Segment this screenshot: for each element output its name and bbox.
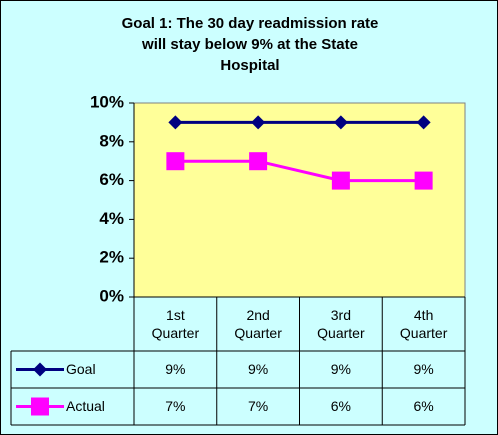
y-tick-label: 8% — [99, 131, 124, 150]
data-point — [333, 115, 348, 130]
data-point — [414, 171, 433, 190]
series-line — [175, 159, 424, 183]
x-tick-label: 2nd Quarter — [234, 307, 282, 341]
y-tick-label: 2% — [99, 248, 124, 267]
data-point — [251, 115, 266, 130]
y-tick-label: 6% — [99, 170, 124, 189]
chart-title: will stay below 9% at the State — [141, 36, 358, 53]
data-label: 9% — [248, 361, 268, 377]
data-label: 7% — [165, 398, 185, 414]
data-label: 9% — [165, 361, 185, 377]
data-point — [249, 152, 268, 171]
data-label: 6% — [331, 398, 351, 414]
data-label: 7% — [248, 398, 268, 414]
legend-marker — [33, 362, 47, 377]
x-tick-label: 4th Quarter — [399, 307, 448, 341]
legend-label: Actual — [66, 398, 105, 414]
legend-label: Goal — [66, 361, 96, 377]
chart-title: Hospital — [220, 57, 279, 74]
x-tick-label: 3rd Quarter — [317, 307, 365, 341]
data-point — [166, 152, 185, 171]
data-point — [331, 171, 350, 190]
data-point — [168, 115, 183, 130]
data-point — [416, 115, 431, 130]
data-label: 9% — [331, 361, 351, 377]
plot-area — [133, 102, 466, 298]
x-tick-label: 1st Quarter — [151, 307, 200, 341]
data-label: 9% — [414, 361, 434, 377]
chart-title: Goal 1: The 30 day readmission rate — [122, 15, 379, 32]
y-tick-label: 10% — [90, 92, 124, 111]
y-tick-label: 0% — [99, 286, 124, 305]
data-label: 6% — [414, 398, 434, 414]
legend-marker — [31, 397, 49, 416]
y-tick-label: 4% — [99, 209, 124, 228]
